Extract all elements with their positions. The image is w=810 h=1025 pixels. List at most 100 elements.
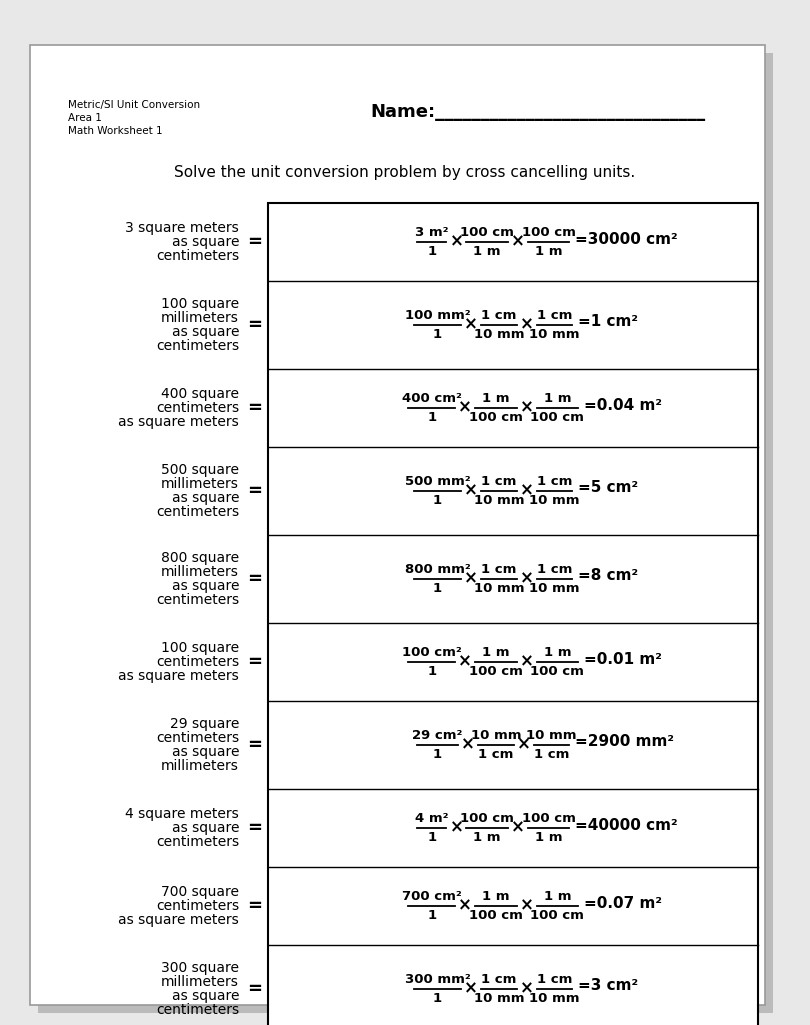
Text: ×: ×	[450, 232, 463, 250]
Text: 29 square: 29 square	[169, 718, 239, 731]
Text: 10 mm: 10 mm	[471, 729, 521, 742]
Text: 1 cm: 1 cm	[537, 475, 572, 488]
Text: Area 1: Area 1	[68, 113, 102, 123]
Text: =8 cm²: =8 cm²	[578, 569, 638, 583]
Text: 3 square meters: 3 square meters	[126, 221, 239, 235]
Text: millimeters: millimeters	[161, 758, 239, 773]
Text: 1: 1	[427, 245, 437, 258]
Text: 1 m: 1 m	[544, 392, 571, 405]
Text: 1: 1	[433, 748, 442, 761]
Text: 1: 1	[427, 831, 437, 844]
Text: centimeters: centimeters	[156, 835, 239, 849]
Text: as square: as square	[172, 821, 239, 835]
Text: 10 mm: 10 mm	[526, 729, 577, 742]
Text: ×: ×	[511, 232, 525, 250]
Text: =: =	[248, 570, 262, 588]
Text: =2900 mm²: =2900 mm²	[575, 735, 674, 749]
Text: centimeters: centimeters	[156, 401, 239, 415]
Text: ×: ×	[464, 569, 478, 587]
Text: =0.07 m²: =0.07 m²	[584, 896, 662, 910]
Text: 300 square: 300 square	[161, 961, 239, 975]
Text: centimeters: centimeters	[156, 1003, 239, 1017]
Text: millimeters: millimeters	[161, 975, 239, 989]
Text: =: =	[248, 316, 262, 334]
Text: 1 m: 1 m	[473, 245, 501, 258]
Text: 100 mm²: 100 mm²	[405, 309, 471, 322]
Text: 700 square: 700 square	[161, 885, 239, 899]
Text: 1: 1	[427, 411, 437, 424]
Text: as square: as square	[172, 745, 239, 758]
Text: 1 cm: 1 cm	[481, 563, 517, 576]
Text: Solve the unit conversion problem by cross cancelling units.: Solve the unit conversion problem by cro…	[174, 165, 636, 180]
Text: as square: as square	[172, 989, 239, 1003]
Bar	[268, 203, 758, 1025]
Text: 100 cm: 100 cm	[531, 665, 584, 678]
Text: 100 cm²: 100 cm²	[402, 646, 462, 659]
Text: ×: ×	[464, 315, 478, 333]
Text: =3 cm²: =3 cm²	[578, 979, 638, 993]
Text: centimeters: centimeters	[156, 593, 239, 607]
Text: as square: as square	[172, 235, 239, 249]
Text: 100 cm: 100 cm	[522, 812, 575, 825]
Text: ×: ×	[520, 979, 534, 997]
Text: =: =	[248, 233, 262, 251]
Text: 100 cm: 100 cm	[460, 812, 514, 825]
Text: =40000 cm²: =40000 cm²	[575, 818, 678, 832]
Text: =30000 cm²: =30000 cm²	[575, 232, 678, 246]
Text: =: =	[248, 736, 262, 754]
Text: ×: ×	[511, 818, 525, 836]
Text: 1: 1	[433, 494, 442, 507]
Text: 1: 1	[433, 992, 442, 1004]
Text: 100 cm: 100 cm	[531, 411, 584, 424]
Text: 1 m: 1 m	[482, 646, 509, 659]
Text: =0.04 m²: =0.04 m²	[584, 398, 662, 412]
Text: 400 cm²: 400 cm²	[402, 392, 462, 405]
Text: 10 mm: 10 mm	[529, 582, 580, 594]
Text: 1 cm: 1 cm	[481, 973, 517, 986]
Text: =1 cm²: =1 cm²	[578, 315, 638, 329]
Text: 1 cm: 1 cm	[537, 973, 572, 986]
Text: ×: ×	[520, 398, 534, 416]
Text: =5 cm²: =5 cm²	[578, 481, 638, 495]
Text: 1: 1	[433, 328, 442, 341]
Text: =: =	[248, 897, 262, 915]
Text: =: =	[248, 653, 262, 671]
Text: 10 mm: 10 mm	[529, 328, 580, 341]
Text: 10 mm: 10 mm	[474, 582, 524, 594]
Text: 29 cm²: 29 cm²	[412, 729, 463, 742]
Text: millimeters: millimeters	[161, 565, 239, 579]
Text: 1 m: 1 m	[473, 831, 501, 844]
Text: 100 cm: 100 cm	[522, 226, 575, 239]
Text: 1: 1	[433, 582, 442, 594]
Text: 10 mm: 10 mm	[529, 494, 580, 507]
Text: =0.01 m²: =0.01 m²	[584, 652, 662, 666]
Text: ×: ×	[520, 481, 534, 499]
Text: 1 cm: 1 cm	[481, 475, 517, 488]
Text: centimeters: centimeters	[156, 505, 239, 519]
Text: ×: ×	[458, 652, 472, 670]
Text: 1 m: 1 m	[535, 831, 562, 844]
Text: Metric/SI Unit Conversion: Metric/SI Unit Conversion	[68, 100, 200, 110]
Text: ×: ×	[461, 735, 475, 753]
Text: =: =	[248, 482, 262, 500]
Text: centimeters: centimeters	[156, 899, 239, 913]
Text: ×: ×	[520, 652, 534, 670]
Text: 1: 1	[427, 909, 437, 922]
Text: ×: ×	[464, 979, 478, 997]
Text: 1 cm: 1 cm	[537, 563, 572, 576]
Text: Math Worksheet 1: Math Worksheet 1	[68, 126, 163, 136]
Text: 1 m: 1 m	[482, 890, 509, 903]
Text: 1 m: 1 m	[482, 392, 509, 405]
Text: ×: ×	[464, 481, 478, 499]
Text: =: =	[248, 819, 262, 837]
Text: 1 m: 1 m	[535, 245, 562, 258]
Text: as square meters: as square meters	[118, 913, 239, 927]
Text: 10 mm: 10 mm	[474, 494, 524, 507]
Text: 100 square: 100 square	[161, 297, 239, 311]
Text: 500 mm²: 500 mm²	[405, 475, 471, 488]
Text: ×: ×	[517, 735, 531, 753]
Text: centimeters: centimeters	[156, 655, 239, 669]
Text: 1 m: 1 m	[544, 646, 571, 659]
Text: millimeters: millimeters	[161, 477, 239, 491]
Text: as square: as square	[172, 579, 239, 593]
